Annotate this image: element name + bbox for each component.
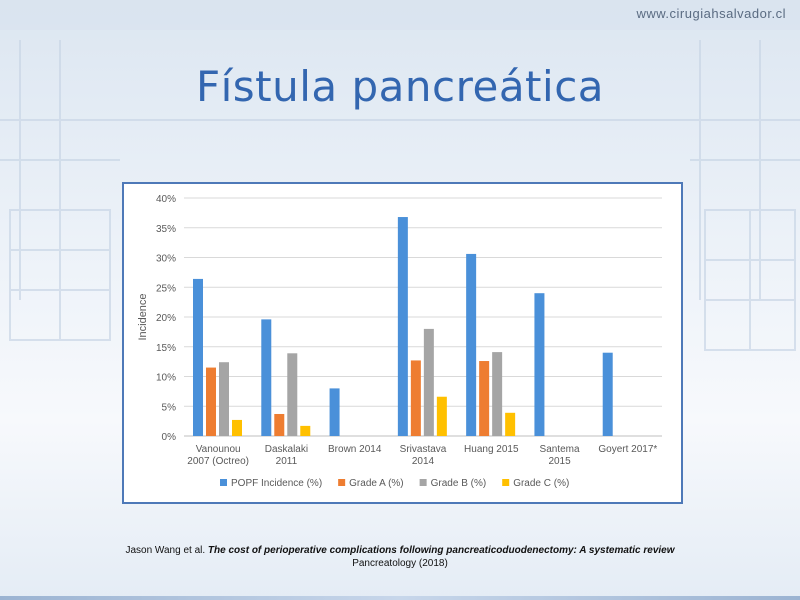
bar-grade-c bbox=[436, 396, 447, 436]
legend-label: Grade C (%) bbox=[513, 478, 569, 489]
bar-popf-incidence bbox=[261, 319, 272, 436]
bar-grade-a bbox=[410, 360, 421, 436]
legend-swatch bbox=[338, 479, 346, 486]
x-tick-label: 2007 (Octreo) bbox=[187, 456, 249, 467]
legend-swatch bbox=[502, 479, 510, 486]
x-tick-label: Huang 2015 bbox=[464, 444, 519, 455]
x-tick-label: Santema bbox=[540, 444, 580, 455]
bar-popf-incidence bbox=[329, 388, 340, 436]
website-url: www.cirugiahsalvador.cl bbox=[636, 6, 786, 21]
bar-grade-a bbox=[479, 361, 490, 436]
x-tick-label: Srivastava bbox=[400, 444, 447, 455]
slide-title: Fístula pancreática bbox=[195, 62, 605, 111]
y-tick-label: 35% bbox=[156, 224, 176, 235]
bar-grade-c bbox=[505, 412, 516, 436]
x-tick-label: Goyert 2017* bbox=[598, 444, 657, 455]
y-tick-label: 30% bbox=[156, 254, 176, 265]
bar-popf-incidence bbox=[193, 278, 203, 436]
bar-grade-b bbox=[287, 353, 298, 436]
citation-authors: Jason Wang et al. bbox=[125, 545, 208, 556]
y-axis-label: Incidence bbox=[137, 293, 149, 340]
y-tick-label: 25% bbox=[156, 283, 176, 294]
bar-popf-incidence bbox=[602, 352, 613, 436]
legend-swatch bbox=[220, 479, 227, 486]
y-tick-label: 5% bbox=[162, 402, 177, 413]
citation-journal: Pancreatology (2018) bbox=[352, 558, 448, 569]
x-tick-label: Brown 2014 bbox=[328, 444, 382, 455]
bar-grade-c bbox=[232, 419, 242, 436]
bar-chart: 0% 5% 10% 15% 20% 25% 30% 35% 40% Incidence Vanoun… bbox=[137, 194, 662, 489]
bar-grade-b bbox=[219, 362, 229, 436]
bar-grade-b bbox=[492, 352, 503, 436]
y-tick-label: 20% bbox=[156, 313, 176, 324]
bar-popf-incidence bbox=[397, 217, 408, 436]
bottom-accent-bar bbox=[0, 596, 800, 600]
legend-label: POPF Incidence (%) bbox=[231, 478, 322, 489]
x-tick-label: Vanounou bbox=[196, 444, 241, 455]
bar-grade-a bbox=[274, 413, 285, 436]
bar-popf-incidence bbox=[534, 293, 545, 436]
y-tick-label: 15% bbox=[156, 343, 176, 354]
bar-grade-a bbox=[206, 367, 216, 436]
bar-grade-c bbox=[300, 425, 311, 436]
bar-popf-incidence bbox=[466, 253, 477, 436]
bar-grade-b bbox=[423, 328, 434, 436]
legend-label: Grade B (%) bbox=[431, 478, 487, 489]
x-tick-label: 2014 bbox=[412, 456, 435, 467]
x-tick-label: 2015 bbox=[548, 456, 571, 467]
chart-frame: 0% 5% 10% 15% 20% 25% 30% 35% 40% Incidence Vanoun… bbox=[122, 182, 683, 504]
legend-label: Grade A (%) bbox=[349, 478, 403, 489]
x-tick-label: Daskalaki bbox=[265, 444, 308, 455]
y-tick-label: 0% bbox=[162, 432, 177, 443]
legend-swatch bbox=[419, 479, 427, 486]
y-tick-label: 10% bbox=[156, 373, 176, 384]
citation: Jason Wang et al. The cost of perioperat… bbox=[0, 544, 800, 570]
y-tick-label: 40% bbox=[156, 194, 176, 205]
x-tick-label: 2011 bbox=[276, 456, 298, 467]
citation-paper-title: The cost of perioperative complications … bbox=[207, 545, 675, 556]
